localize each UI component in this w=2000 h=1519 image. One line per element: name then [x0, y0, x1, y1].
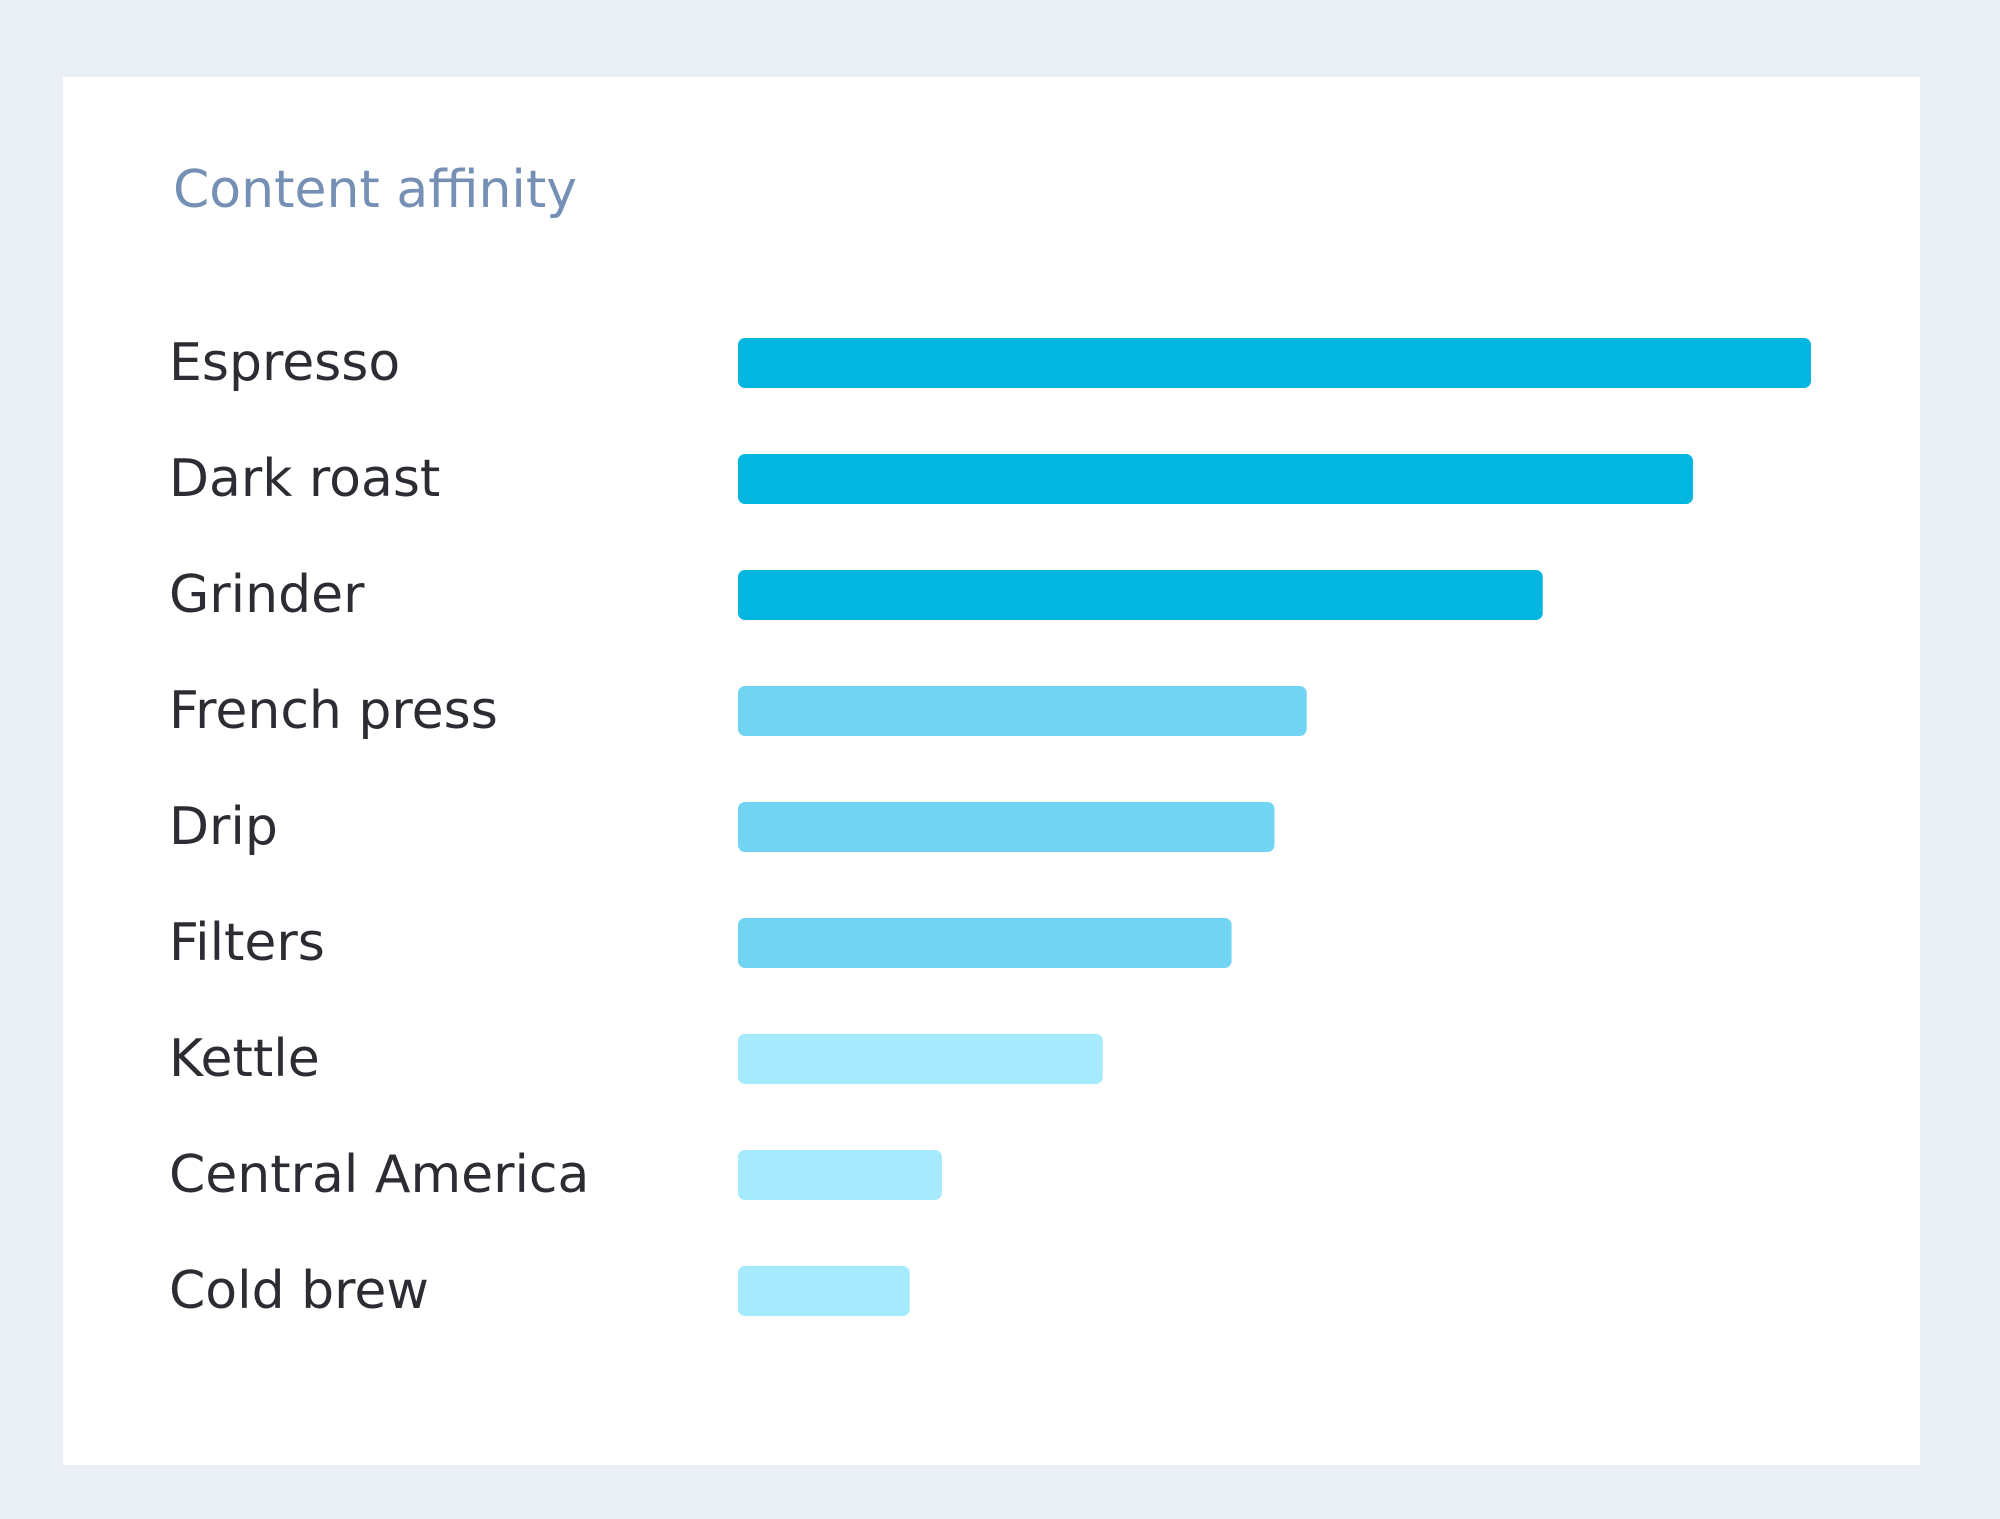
bar-chart: Espresso Dark roast Grinder French press Dri…	[169, 333, 1811, 1321]
bar	[738, 454, 1693, 504]
category-label: Espresso	[169, 333, 400, 393]
chart-card: Content affinity Espresso Dark roast Grind…	[63, 77, 1920, 1465]
category-label: Grinder	[169, 565, 365, 625]
category-label: Dark roast	[169, 449, 440, 509]
bar	[738, 918, 1232, 968]
bar	[738, 570, 1543, 620]
category-label: Kettle	[169, 1029, 320, 1089]
bar	[738, 1034, 1103, 1084]
bar	[738, 1150, 942, 1200]
category-label: Central America	[169, 1145, 589, 1205]
bar	[738, 686, 1307, 736]
bar	[738, 802, 1275, 852]
category-label: French press	[169, 681, 498, 741]
bar	[738, 338, 1811, 388]
bar	[738, 1266, 910, 1316]
category-label: Drip	[169, 797, 278, 857]
category-label: Filters	[169, 913, 325, 973]
category-label: Cold brew	[169, 1261, 429, 1321]
chart-title: Content affinity	[173, 160, 578, 220]
